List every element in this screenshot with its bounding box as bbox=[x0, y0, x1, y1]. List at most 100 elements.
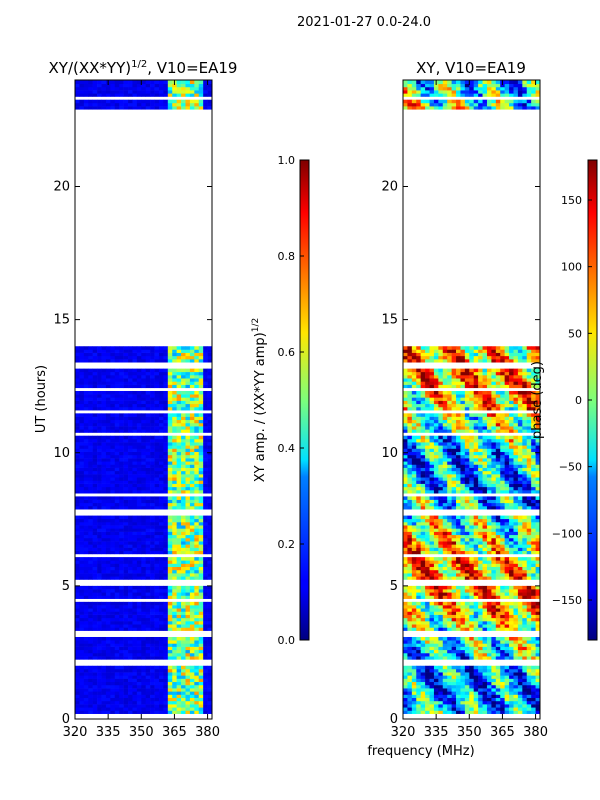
heatmap-cell bbox=[189, 576, 195, 580]
heatmap-cell bbox=[123, 483, 129, 488]
heatmap-cell bbox=[189, 684, 195, 689]
heatmap-cell bbox=[88, 541, 93, 545]
heatmap-cell bbox=[123, 502, 129, 507]
heatmap-cell bbox=[531, 646, 536, 651]
heatmap-cell bbox=[207, 83, 213, 88]
heatmap-cell bbox=[75, 656, 80, 660]
heatmap-cell bbox=[194, 643, 200, 647]
heatmap-cell bbox=[438, 611, 444, 615]
heatmap-cell bbox=[429, 684, 435, 689]
heatmap-cell bbox=[154, 438, 160, 443]
heatmap-cell bbox=[114, 595, 120, 599]
heatmap-cell bbox=[500, 621, 505, 625]
heatmap-cell bbox=[79, 496, 85, 500]
heatmap-cell bbox=[407, 534, 413, 539]
heatmap-cell bbox=[176, 426, 182, 430]
heatmap-cell bbox=[442, 707, 448, 711]
heatmap-cell bbox=[207, 649, 213, 654]
heatmap-cell bbox=[128, 480, 133, 484]
heatmap-cell bbox=[114, 688, 120, 692]
heatmap-cell bbox=[176, 390, 182, 395]
heatmap-cell bbox=[522, 621, 528, 625]
heatmap-cell bbox=[119, 381, 124, 385]
heatmap-cell bbox=[150, 541, 155, 545]
heatmap-cell bbox=[403, 614, 408, 619]
heatmap-cell bbox=[526, 537, 532, 542]
heatmap-cell bbox=[531, 656, 536, 660]
heatmap-cell bbox=[154, 90, 160, 94]
heatmap-cell bbox=[486, 589, 492, 593]
heatmap-cell bbox=[123, 435, 129, 440]
heatmap-cell bbox=[79, 518, 85, 523]
heatmap-cell bbox=[531, 557, 536, 561]
heatmap-cell bbox=[456, 665, 461, 670]
heatmap-cell bbox=[136, 375, 142, 379]
heatmap-cell bbox=[531, 678, 536, 683]
heatmap-cell bbox=[132, 464, 138, 468]
heatmap-cell bbox=[163, 378, 169, 382]
heatmap-cell bbox=[158, 611, 164, 615]
heatmap-cell bbox=[167, 93, 173, 97]
heatmap-cell bbox=[141, 496, 147, 500]
heatmap-cell bbox=[123, 464, 129, 468]
heatmap-cell bbox=[163, 573, 169, 577]
heatmap-cell bbox=[158, 576, 164, 580]
heatmap-cell bbox=[119, 502, 124, 507]
heatmap-cell bbox=[167, 106, 173, 110]
heatmap-cell bbox=[486, 541, 492, 545]
heatmap-cell bbox=[83, 416, 89, 421]
heatmap-cell bbox=[167, 426, 173, 430]
heatmap-cell bbox=[132, 90, 138, 94]
heatmap-cell bbox=[172, 352, 177, 357]
heatmap-cell bbox=[411, 525, 417, 529]
heatmap-cell bbox=[132, 394, 138, 398]
heatmap-cell bbox=[163, 371, 169, 376]
heatmap-cell bbox=[513, 589, 519, 593]
heatmap-cell bbox=[128, 429, 133, 433]
heatmap-cell bbox=[101, 394, 107, 398]
heatmap-cell bbox=[189, 352, 195, 357]
heatmap-cell bbox=[141, 643, 147, 647]
heatmap-cell bbox=[176, 80, 182, 85]
heatmap-cell bbox=[522, 656, 528, 660]
heatmap-cell bbox=[473, 569, 479, 574]
heatmap-cell bbox=[482, 528, 488, 532]
heatmap-cell bbox=[181, 474, 186, 478]
heatmap-cell bbox=[491, 601, 497, 606]
heatmap-cell bbox=[198, 589, 204, 593]
heatmap-cell bbox=[407, 585, 413, 590]
heatmap-cell bbox=[456, 611, 461, 615]
heatmap-cell bbox=[88, 672, 93, 676]
heatmap-cell bbox=[185, 474, 191, 478]
heatmap-cell bbox=[154, 611, 160, 615]
heatmap-cell bbox=[198, 470, 204, 475]
heatmap-cell bbox=[119, 589, 124, 593]
heatmap-cell bbox=[207, 595, 213, 599]
heatmap-cell bbox=[158, 83, 164, 88]
heatmap-cell bbox=[181, 704, 186, 708]
heatmap-cell bbox=[132, 569, 138, 574]
heatmap-cell bbox=[158, 99, 164, 104]
heatmap-cell bbox=[123, 474, 129, 478]
heatmap-cell bbox=[88, 563, 93, 568]
heatmap-cell bbox=[189, 707, 195, 711]
heatmap-cell bbox=[181, 99, 186, 104]
heatmap-cell bbox=[75, 672, 80, 676]
heatmap-cell bbox=[75, 547, 80, 552]
heatmap-cell bbox=[163, 416, 169, 421]
heatmap-cell bbox=[429, 697, 435, 702]
heatmap-cell bbox=[416, 672, 421, 676]
heatmap-cell bbox=[150, 349, 155, 353]
heatmap-cell bbox=[105, 381, 111, 385]
heatmap-cell bbox=[79, 675, 85, 679]
heatmap-cell bbox=[79, 80, 85, 85]
heatmap-cell bbox=[163, 355, 169, 360]
heatmap-cell bbox=[128, 384, 133, 389]
heatmap-cell bbox=[145, 496, 151, 500]
heatmap-cell bbox=[97, 454, 102, 459]
heatmap-cell bbox=[163, 90, 169, 94]
heatmap-cell bbox=[97, 525, 102, 529]
heatmap-cell bbox=[425, 547, 430, 552]
heatmap-cell bbox=[150, 704, 155, 708]
heatmap-cell bbox=[429, 668, 435, 673]
